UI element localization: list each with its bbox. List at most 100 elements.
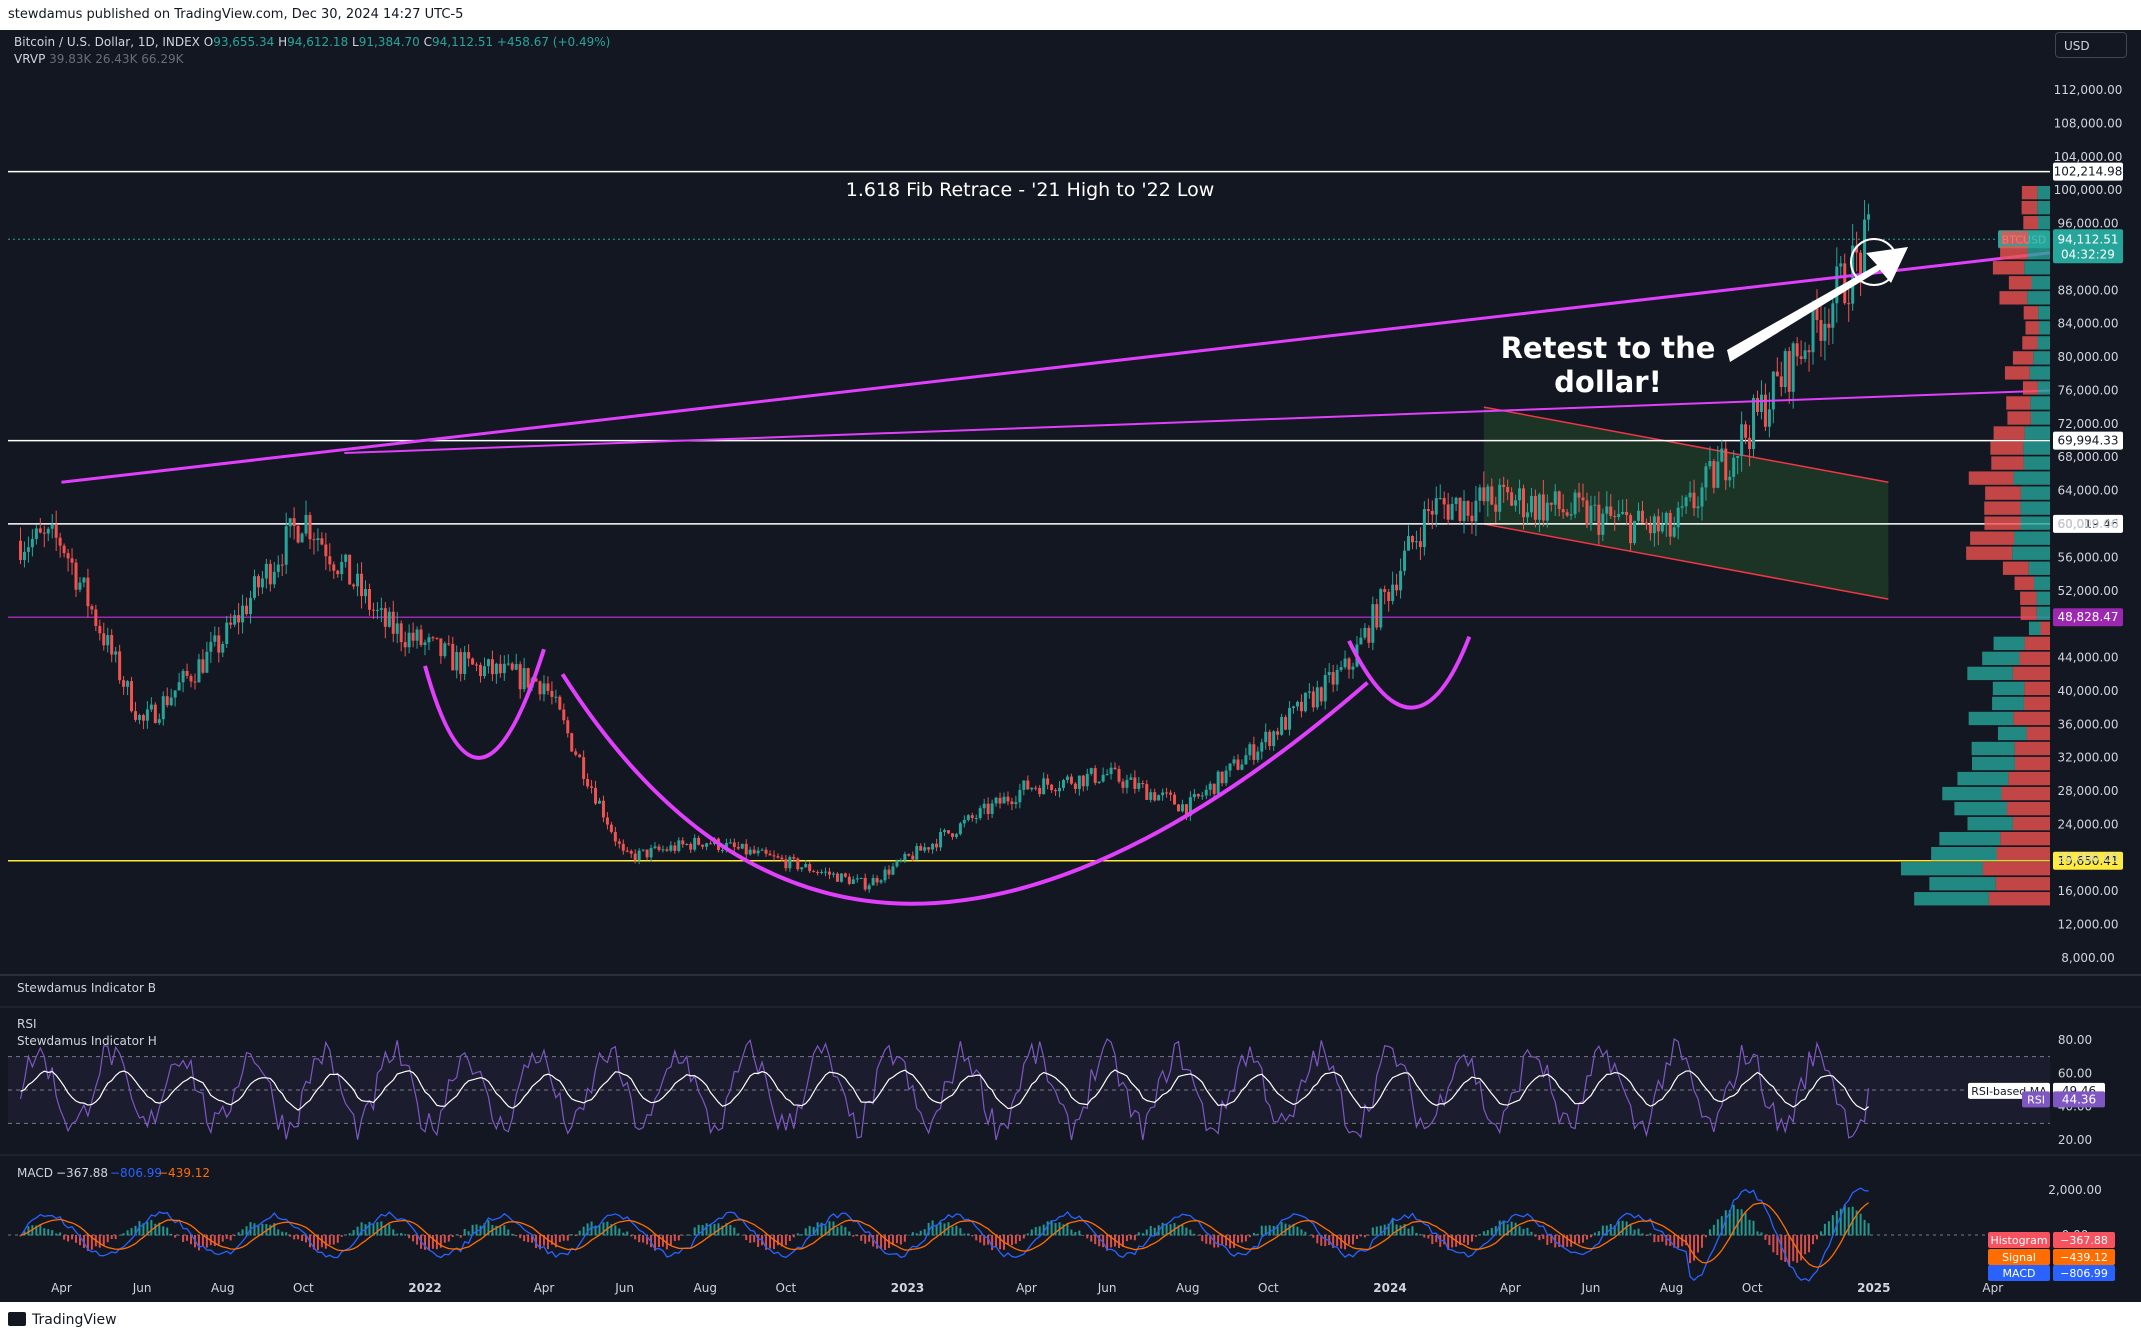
macd-histogram-bar — [1391, 1219, 1394, 1236]
macd-histogram-bar — [1855, 1210, 1858, 1236]
macd-histogram-bar — [1578, 1235, 1581, 1244]
candle-body — [403, 642, 407, 648]
candle-body — [1787, 351, 1791, 392]
candle-body — [1002, 796, 1006, 804]
candle-body — [907, 853, 911, 856]
candle-body — [201, 659, 205, 673]
candle-body — [177, 682, 181, 691]
volume-profile-bar — [2021, 201, 2038, 215]
macd-histogram-bar — [416, 1235, 419, 1245]
candle-body — [780, 857, 784, 860]
macd-histogram-bar — [1324, 1235, 1327, 1247]
candle-body — [1482, 487, 1486, 502]
candle-body — [276, 564, 280, 572]
macd-histogram-bar — [1835, 1210, 1838, 1236]
x-tick-label: Apr — [1500, 1281, 1521, 1295]
macd-histogram-bar — [356, 1226, 359, 1236]
macd-histogram-bar — [178, 1235, 181, 1236]
candle-body — [1125, 779, 1129, 788]
candle-body — [796, 858, 800, 870]
candle-body — [225, 622, 229, 644]
candle-body — [110, 635, 114, 655]
macd-histogram-bar — [404, 1234, 407, 1236]
macd-histogram-bar — [943, 1223, 946, 1236]
macd-histogram-bar — [780, 1235, 783, 1247]
macd-histogram-bar — [836, 1227, 839, 1236]
candle-body — [1244, 755, 1248, 765]
candle-body — [312, 539, 316, 541]
macd-histogram-bar — [201, 1235, 204, 1247]
y-tick-label: 16,000.00 — [2057, 884, 2118, 898]
macd-histogram-bar — [689, 1234, 692, 1236]
macd-histogram-bar — [1403, 1224, 1406, 1236]
candle-body — [296, 526, 300, 543]
candle-body — [292, 518, 296, 527]
macd-histogram-bar — [876, 1235, 879, 1249]
macd-histogram-bar — [487, 1220, 490, 1236]
macd-histogram-bar — [1165, 1224, 1168, 1236]
macd-histogram-bar — [610, 1224, 613, 1236]
candle-body — [764, 849, 768, 854]
volume-profile-bar — [2024, 636, 2050, 651]
candle-body — [1407, 536, 1411, 551]
candle-body — [379, 608, 383, 610]
volume-profile-bar — [1954, 801, 2007, 816]
candle-body — [970, 815, 974, 819]
macd-histogram-bar — [110, 1235, 113, 1240]
volume-profile-bar — [2036, 591, 2050, 605]
candle-body — [1117, 769, 1121, 782]
volume-profile-bar — [2024, 681, 2050, 696]
macd-histogram-bar — [1673, 1235, 1676, 1248]
candle-body — [490, 659, 494, 675]
candle-body — [1069, 776, 1073, 784]
candle-body — [423, 642, 427, 646]
candle-body — [18, 540, 22, 561]
macd-histogram-bar — [515, 1235, 518, 1237]
candle-body — [748, 849, 752, 855]
macd-histogram-bar — [1677, 1235, 1680, 1248]
macd-histogram-bar — [1395, 1224, 1398, 1236]
currency-button[interactable]: USD — [2055, 32, 2127, 58]
publisher-bar: stewdamus published on TradingView.com, … — [0, 0, 2141, 30]
macd-histogram-bar — [1431, 1235, 1434, 1245]
macd-histogram-bar — [535, 1235, 538, 1249]
macd-histogram-bar — [594, 1225, 597, 1236]
macd-histogram-bar — [907, 1234, 910, 1236]
macd-histogram-bar — [400, 1233, 403, 1236]
candle-body — [459, 652, 463, 674]
macd-histogram-bar — [800, 1234, 803, 1236]
macd-histogram-bar — [812, 1226, 815, 1236]
candle-body — [1121, 781, 1125, 788]
candle-body — [268, 563, 272, 585]
candle-body — [1771, 371, 1775, 410]
candle-body — [1640, 510, 1644, 523]
macd-histogram-bar — [499, 1226, 502, 1236]
candle-body — [1728, 476, 1732, 481]
candle-body — [1696, 506, 1700, 509]
candle-body — [252, 576, 256, 598]
candle-body — [1553, 491, 1557, 505]
candle-body — [391, 611, 395, 634]
rsi-line — [19, 1038, 1870, 1141]
volume-profile-bar — [2022, 381, 2038, 395]
macd-histogram-bar — [1121, 1235, 1124, 1247]
macd-histogram-bar — [1597, 1231, 1600, 1236]
level-price-label: 19,650.41 — [2057, 854, 2118, 868]
candle-body — [1264, 731, 1268, 743]
macd-histogram-bar — [1062, 1224, 1065, 1236]
macd-histogram-bar — [1149, 1225, 1152, 1236]
price-chart[interactable]: 102,214.98 69,994.33 60,019.46 48,828.47 19,… — [0, 30, 2141, 1302]
candle-body — [1799, 356, 1803, 359]
candle-body — [558, 696, 562, 710]
candle-body — [883, 869, 887, 881]
macd-histogram-bar — [1546, 1235, 1549, 1246]
candle-body — [348, 554, 352, 585]
macd-histogram-bar — [1252, 1232, 1255, 1236]
close-value: 94,112.51 — [432, 35, 494, 49]
candle-body — [229, 622, 233, 625]
macd-histogram-bar — [792, 1235, 795, 1238]
macd-histogram-bar — [1716, 1219, 1719, 1236]
y-tick-label: 28,000.00 — [2057, 784, 2118, 798]
macd-histogram-bar — [531, 1235, 534, 1243]
macd-histogram-bar — [233, 1235, 236, 1237]
